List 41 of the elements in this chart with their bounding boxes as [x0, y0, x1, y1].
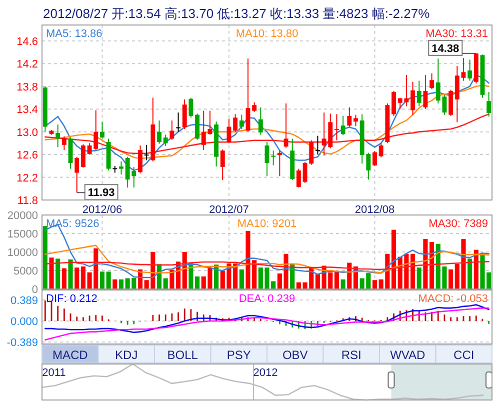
text: OBV	[282, 348, 308, 362]
y-tick-label: 12.6	[16, 150, 38, 162]
y-tick-label: 12.2	[16, 172, 38, 184]
y-tick-label: 13.0	[16, 126, 38, 139]
series-label: DEA: 0.239	[238, 293, 296, 305]
annotation: 14.38	[432, 42, 460, 55]
x-tick-label: 2012	[253, 367, 278, 379]
text: PSY	[226, 348, 251, 362]
text: MA10: 9201	[237, 218, 297, 230]
y-tick-label: 13.8	[16, 81, 38, 94]
y-tick-label: 10000	[7, 247, 38, 259]
y-tick-label: 0	[32, 284, 38, 296]
text: MACD	[52, 348, 88, 362]
x-tick-label: 2012/06	[82, 204, 122, 216]
x-tick-label: 2011	[42, 367, 66, 379]
text: CCI	[454, 348, 474, 362]
x-tick-label: 2012/08	[354, 204, 395, 216]
annotation: 11.93	[88, 187, 115, 200]
y-tick-label: 14.6	[16, 36, 38, 48]
series-label: MA5: 9526	[46, 218, 100, 230]
series-label: MACD: -0.053	[418, 293, 488, 305]
y-tick-label: 20000	[7, 210, 38, 222]
y-tick-label: -0.389	[6, 337, 38, 349]
text: RSI	[341, 348, 362, 362]
x-tick-label: 2012/07	[209, 204, 249, 216]
y-tick-label: 14.2	[16, 58, 38, 71]
y-tick-label: 0.389	[10, 294, 38, 307]
y-tick-label: 5000	[14, 266, 38, 278]
y-tick-label: 15000	[7, 228, 38, 240]
chart-title: 2012/08/27 开:13.54 高:13.70 低:13.27 收:13.33 量:4823 幅:-2.27%	[43, 6, 430, 21]
text: BOLL	[167, 348, 198, 362]
text: WVAD	[390, 348, 426, 362]
text: MA30: 13.31	[426, 28, 488, 40]
y-tick-label: 0.000	[10, 316, 38, 328]
text: MA10: 13.80	[236, 28, 298, 40]
text: KDJ	[115, 348, 138, 362]
y-tick-label: 13.4	[16, 104, 38, 116]
text: MA30: 7389	[428, 218, 488, 230]
text: DIF: 0.212	[46, 293, 98, 305]
text: MA5: 13.86	[46, 28, 102, 40]
y-tick-label: 11.8	[17, 195, 38, 207]
